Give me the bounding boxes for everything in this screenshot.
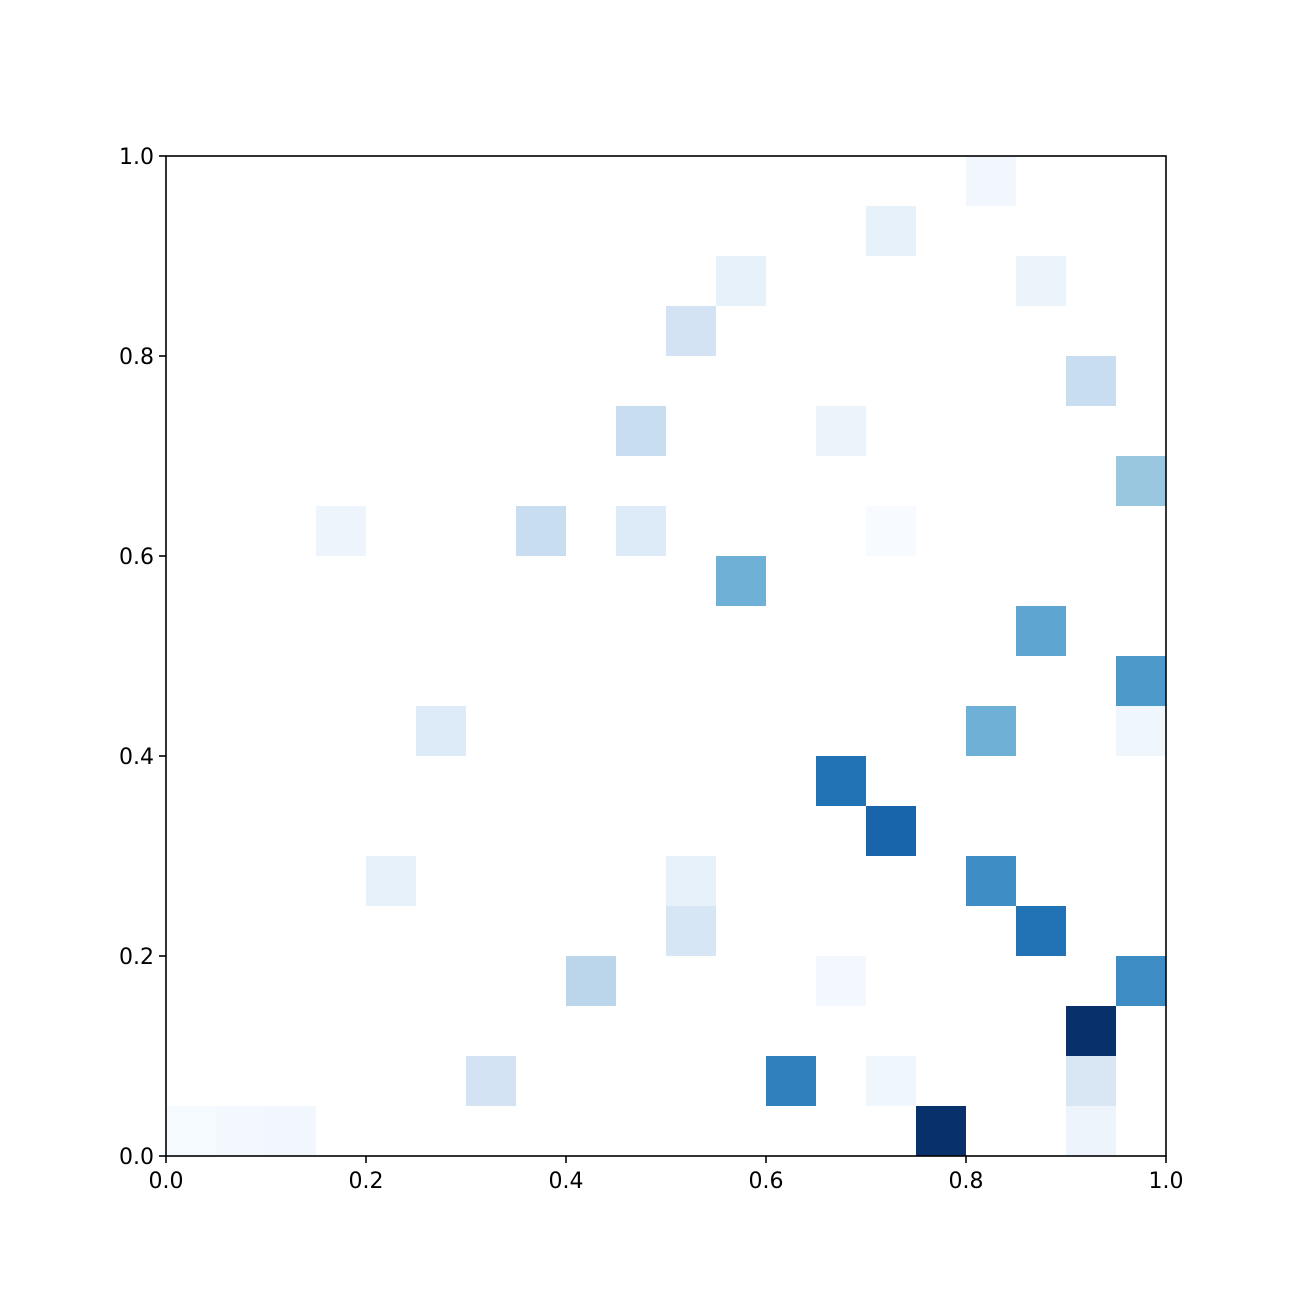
heatmap-cell [866, 806, 916, 856]
heatmap-cell [1016, 256, 1066, 306]
heatmap-cell [1116, 656, 1166, 706]
heatmap-cell [666, 306, 716, 356]
plot-frame [165, 155, 1167, 1157]
heatmap-cell [966, 706, 1016, 756]
heatmap-cell [1066, 356, 1116, 406]
heatmap-cell [266, 1106, 316, 1156]
heatmap-cell [966, 856, 1016, 906]
heatmap-cell [866, 1056, 916, 1106]
heatmap-cell [566, 956, 616, 1006]
heatmap-cell [616, 506, 666, 556]
x-tick-label: 0.6 [749, 1169, 784, 1194]
heatmap-cell [866, 206, 916, 256]
heatmap-cell [966, 156, 1016, 206]
x-tick-label: 0.8 [949, 1169, 984, 1194]
heatmap-cell [316, 506, 366, 556]
heatmap-cell [466, 1056, 516, 1106]
heatmap-cell [1016, 606, 1066, 656]
y-tick-label: 1.0 [119, 145, 154, 170]
heatmap-cell [816, 956, 866, 1006]
x-tick-label: 1.0 [1149, 1169, 1184, 1194]
y-tick-label: 0.4 [119, 745, 154, 770]
heatmap-cell [916, 1106, 966, 1156]
heatmap-cell [1116, 956, 1166, 1006]
heatmap-cell [716, 556, 766, 606]
heatmap-cell [1116, 706, 1166, 756]
heatmap-cell [666, 906, 716, 956]
heatmap-cell [216, 1106, 266, 1156]
heatmap-cell [1066, 1106, 1116, 1156]
x-tick-label: 0.2 [349, 1169, 384, 1194]
heatmap-cell [866, 506, 916, 556]
y-tick-label: 0.6 [119, 545, 154, 570]
y-tick-label: 0.0 [119, 1145, 154, 1170]
heatmap-cell [1066, 1056, 1116, 1106]
heatmap-cell [416, 706, 466, 756]
heatmap-cell [1066, 1006, 1116, 1056]
heatmap-cell [616, 406, 666, 456]
heatmap-cell [666, 856, 716, 906]
heatmap-cell [816, 756, 866, 806]
heatmap-cell [716, 256, 766, 306]
heatmap-cell [766, 1056, 816, 1106]
heatmap-cell [816, 406, 866, 456]
heatmap-cell [1116, 456, 1166, 506]
y-tick-label: 0.2 [119, 945, 154, 970]
x-tick-label: 0.4 [549, 1169, 584, 1194]
heatmap-cell [516, 506, 566, 556]
x-tick-label: 0.0 [149, 1169, 184, 1194]
heatmap-cell [366, 856, 416, 906]
heatmap-cell [1016, 906, 1066, 956]
heatmap-cell [166, 1106, 216, 1156]
y-tick-label: 0.8 [119, 345, 154, 370]
